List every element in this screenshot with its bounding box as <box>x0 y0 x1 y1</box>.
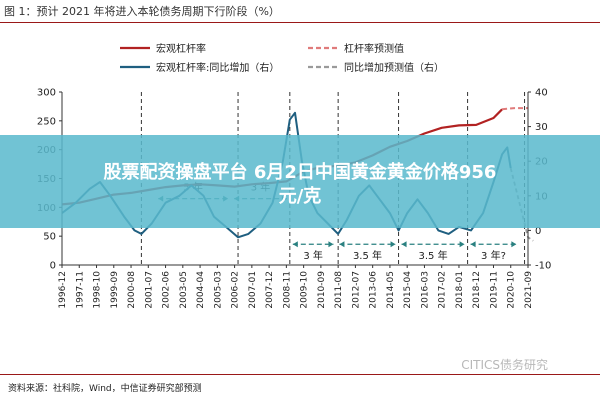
annotation-arrowhead-right <box>459 241 465 248</box>
y-right-tick-label: 30 <box>535 122 548 133</box>
overlay-banner <box>0 135 600 228</box>
annotation-arrowhead-right <box>328 241 334 248</box>
x-tick-label: 1997-11 <box>75 271 85 309</box>
legend-label: 同比增加预测值（右） <box>344 61 444 74</box>
overlay-text: 股票配资操盘平台 6月2日中国黄金黄金价格956 元/克 <box>0 161 600 209</box>
chart-title: 图 1：预计 2021 年将进入本轮债务周期下行阶段（%） <box>4 5 280 18</box>
x-tick-label: 2007-01 <box>248 271 258 309</box>
x-tick-label: 2019-11 <box>489 271 499 309</box>
x-tick-label: 2010-09 <box>317 271 327 309</box>
watermark: CITICS债务研究 <box>461 358 548 372</box>
legend-label: 杠杆率预测值 <box>344 42 404 55</box>
legend-label: 宏观杠杆率:同比增加（右） <box>156 61 279 74</box>
annotation-label: 3 年? <box>481 249 506 262</box>
annotation-arrowhead-left <box>401 241 407 248</box>
x-tick-label: 2003-05 <box>179 271 189 309</box>
y-left-tick-label: 300 <box>37 88 56 99</box>
y-left-tick-label: 250 <box>37 116 56 127</box>
y-left-tick-label: 50 <box>43 232 56 243</box>
x-tick-label: 1999-09 <box>110 271 120 309</box>
x-tick-label: 2008-11 <box>282 271 292 309</box>
x-tick-label: 1998-10 <box>93 271 103 309</box>
annotation-arrowhead-right <box>511 241 517 248</box>
x-tick-label: 2018-01 <box>455 271 465 309</box>
annotation-label: 3.5 年 <box>419 249 448 262</box>
y-right-tick-label: -10 <box>535 261 551 272</box>
x-tick-label: 2017-02 <box>438 271 448 309</box>
x-tick-label: 2002-06 <box>162 271 172 309</box>
source-note: 资料来源：社科院，Wind，中信证券研究部预测 <box>8 384 202 394</box>
x-tick-label: 2021-09 <box>524 271 534 309</box>
x-tick-label: 2011-08 <box>334 271 344 309</box>
x-tick-label: 2000-08 <box>127 271 137 309</box>
x-tick-label: 2001-07 <box>144 271 154 309</box>
overlay-line-2: 元/克 <box>278 186 322 207</box>
annotation-label: 3 年 <box>303 249 323 262</box>
y-left-tick-label: 0 <box>50 261 56 272</box>
x-tick-label: 2013-06 <box>369 271 379 309</box>
x-tick-label: 2015-04 <box>403 271 413 309</box>
x-tick-label: 2014-05 <box>386 271 396 309</box>
footer-rule <box>0 374 600 375</box>
series-line-2 <box>502 107 528 111</box>
legend-label: 宏观杠杆率 <box>156 42 206 55</box>
annotation-label: 3.5 年 <box>353 249 382 262</box>
chart-axes: 050100150200250300-100102030401996-12199… <box>37 88 551 309</box>
x-tick-label: 2004-04 <box>196 271 206 309</box>
x-tick-label: 1996-12 <box>58 271 68 309</box>
x-tick-label: 2020-10 <box>507 271 517 309</box>
x-tick-label: 2007-12 <box>265 271 275 309</box>
y-right-tick-label: 40 <box>535 88 548 99</box>
x-tick-label: 2009-10 <box>300 271 310 309</box>
annotation-arrowhead-left <box>339 241 345 248</box>
annotation-arrowhead-left <box>292 241 298 248</box>
x-tick-label: 2006-02 <box>231 271 241 309</box>
annotation-arrowhead-right <box>390 241 396 248</box>
title-rule <box>0 22 600 23</box>
x-tick-label: 2005-03 <box>213 271 223 309</box>
x-tick-label: 2018-12 <box>472 271 482 309</box>
annotation-arrowhead-left <box>470 241 476 248</box>
x-tick-label: 2016-03 <box>420 271 430 309</box>
x-tick-label: 2012-07 <box>351 271 361 309</box>
overlay-line-1: 股票配资操盘平台 6月2日中国黄金黄金价格956 <box>103 162 497 183</box>
y-right-tick-label: 0 <box>535 226 541 237</box>
